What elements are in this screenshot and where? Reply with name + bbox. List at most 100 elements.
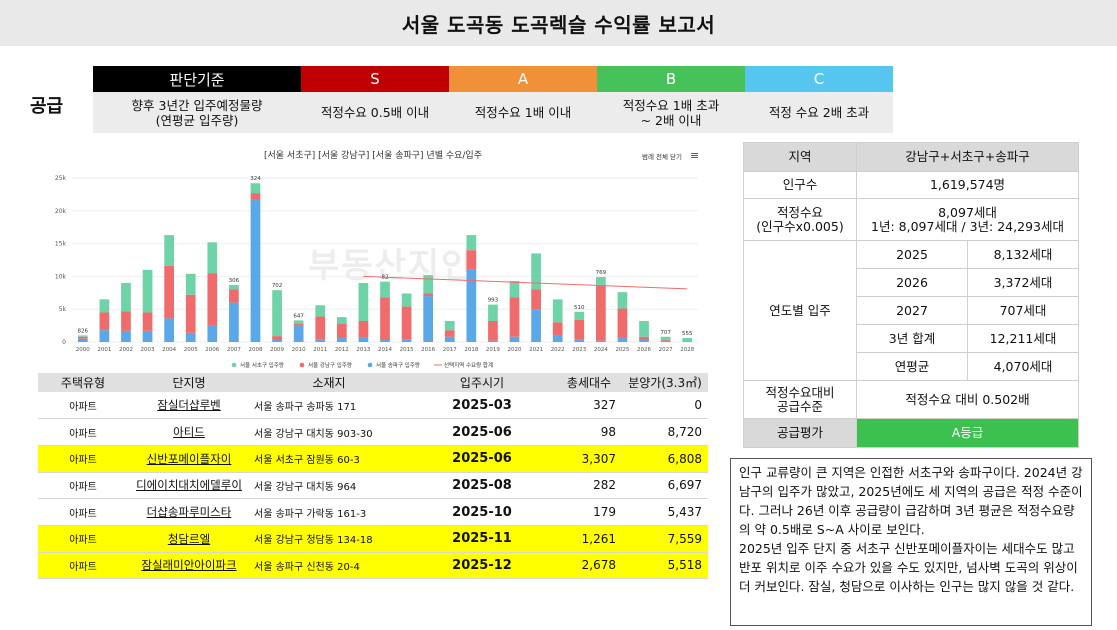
bar-segment [444, 336, 455, 342]
cell-name[interactable]: 잠실래미안아이파크 [128, 552, 250, 580]
bar-segment [99, 330, 110, 342]
legend-menu-label: 범례 전체 닫기 [642, 152, 682, 161]
table-row: 아파트 청담르엘 서울 강남구 청담동 134-18 2025-11 1,261 7,55… [38, 525, 708, 553]
cell-date: 2025-03 [408, 392, 556, 420]
x-tick-label: 2017 [443, 347, 457, 353]
bar-data-label: 324 [250, 176, 261, 182]
bar-segment [99, 312, 110, 331]
cell-households: 3,307 [556, 445, 622, 473]
cell-name[interactable]: 아티드 [128, 418, 250, 446]
x-tick-label: 2025 [615, 347, 629, 353]
supply-chart: 부동산지인 [서울 서초구] [서울 강남구] [서울 송파구] 년별 수요/입… [38, 142, 708, 374]
yearly-year: 2026 [856, 268, 968, 297]
cell-date: 2025-06 [408, 445, 556, 473]
cell-type: 아파트 [38, 472, 128, 500]
demand-value: 8,097세대 1년: 8,097세대 / 3년: 24,293세대 [855, 198, 1080, 241]
bar-segment [596, 277, 606, 285]
cell-price: 8,720 [622, 418, 708, 446]
cell-price: 0 [622, 392, 708, 420]
bar-segment [142, 312, 153, 331]
yearly-year: 2025 [856, 240, 968, 269]
bar-segment [207, 325, 218, 342]
y-tick-label: 20k [55, 208, 67, 215]
chart-svg: [서울 서초구] [서울 강남구] [서울 송파구] 년별 수요/입주 범례 전체… [55, 149, 699, 369]
criteria-header-1: S [301, 66, 449, 92]
cell-location: 서울 강남구 대치동 903-30 [250, 418, 408, 446]
x-tick-label: 2005 [184, 347, 198, 353]
criteria-value-1: 적정수요 0.5배 이내 [301, 92, 449, 133]
table-row: 아파트 디에이치대치에델루이 서울 강남구 대치동 964 2025-08 282 6,6… [38, 472, 708, 500]
bar-segment [444, 321, 455, 331]
x-tick-label: 2018 [464, 347, 478, 353]
y-tick-label: 25k [55, 175, 67, 182]
bar-segment [336, 323, 347, 339]
bar-data-label: 826 [78, 328, 89, 334]
bar-segment [358, 282, 369, 322]
cell-households: 179 [556, 498, 622, 526]
criteria-header-2: A [449, 66, 597, 92]
cell-name[interactable]: 더샵송파루미스타 [128, 498, 250, 526]
bar-segment [272, 340, 282, 342]
bar-segment [164, 318, 174, 342]
x-tick-label: 2001 [97, 347, 111, 353]
bar-segment [293, 325, 304, 342]
units-header-3: 입주시기 [408, 373, 556, 392]
units-header-5: 분양가(3.3㎡) [622, 373, 708, 392]
bar-data-label: 993 [488, 298, 499, 304]
bar-segment [401, 293, 412, 307]
bar-segment [336, 338, 347, 342]
x-tick-label: 2009 [270, 347, 284, 353]
bar-segment [272, 290, 282, 337]
bar-segment [423, 296, 434, 342]
region-label: 지역 [743, 142, 857, 172]
chart-title: [서울 서초구] [서울 강남구] [서울 송파구] 년별 수요/입주 [264, 149, 482, 161]
criteria-value-4: 적정 수요 2배 초과 [745, 92, 893, 133]
x-tick-label: 2014 [378, 347, 392, 353]
report-title: 서울 도곡동 도곡렉슬 수익률 보고서 [401, 12, 716, 37]
bar-segment [358, 337, 369, 342]
yearly-value: 12,211세대 [966, 324, 1080, 353]
bar-segment [660, 336, 671, 341]
bar-segment [552, 335, 563, 342]
x-tick-label: 2016 [421, 347, 435, 353]
cell-name[interactable]: 잠실더샵루벤 [128, 392, 250, 420]
x-tick-label: 2022 [551, 347, 565, 353]
yearly-year: 연평균 [856, 352, 968, 381]
bar-segment [596, 340, 606, 342]
bar-segment [639, 321, 649, 337]
yearly-value: 3,372세대 [966, 268, 1080, 297]
bar-segment [250, 193, 261, 199]
cell-location: 서울 강남구 청담동 134-18 [250, 525, 408, 553]
bar-segment [596, 284, 606, 341]
cell-location: 서울 송파구 송파동 171 [250, 392, 408, 420]
x-tick-label: 2010 [292, 347, 306, 353]
criteria-header-3: B [597, 66, 745, 92]
x-tick-label: 2002 [119, 347, 133, 353]
cell-name[interactable]: 신반포메이플자이 [128, 445, 250, 473]
units-header-2: 소재지 [250, 373, 408, 392]
cell-name[interactable]: 디에이치대치에델루이 [128, 472, 250, 500]
x-tick-label: 2004 [162, 347, 176, 353]
bar-segment [466, 250, 477, 270]
x-tick-label: 2020 [508, 347, 522, 353]
bar-segment [272, 336, 282, 341]
bar-segment [617, 338, 628, 342]
bar-segment [380, 340, 390, 342]
x-tick-label: 2026 [637, 347, 651, 353]
population-value: 1,619,574명 [855, 171, 1080, 199]
bar-segment [121, 282, 131, 312]
bar-segment [77, 335, 88, 337]
cell-type: 아파트 [38, 392, 128, 420]
units-table: 주택유형 단지명 소재지 입주시기 총세대수 분양가(3.3㎡) 아파트 잠실더샵루벤 서울 … [38, 373, 708, 580]
bar-segment [250, 183, 261, 194]
x-tick-label: 2006 [205, 347, 219, 353]
cell-type: 아파트 [38, 445, 128, 473]
analysis-comment: 인구 교류량이 큰 지역은 인접한 서초구와 송파구이다. 2024년 강남구의… [730, 458, 1092, 626]
units-header-4: 총세대수 [556, 373, 622, 392]
cell-name[interactable]: 청담르엘 [128, 525, 250, 553]
bar-segment [401, 339, 412, 342]
table-row: 아파트 신반포메이플자이 서울 서초구 잠원동 60-3 2025-06 3,307 6,… [38, 445, 708, 473]
x-tick-label: 2019 [486, 347, 500, 353]
y-tick-label: 10k [55, 273, 67, 280]
bar-segment [531, 253, 541, 290]
